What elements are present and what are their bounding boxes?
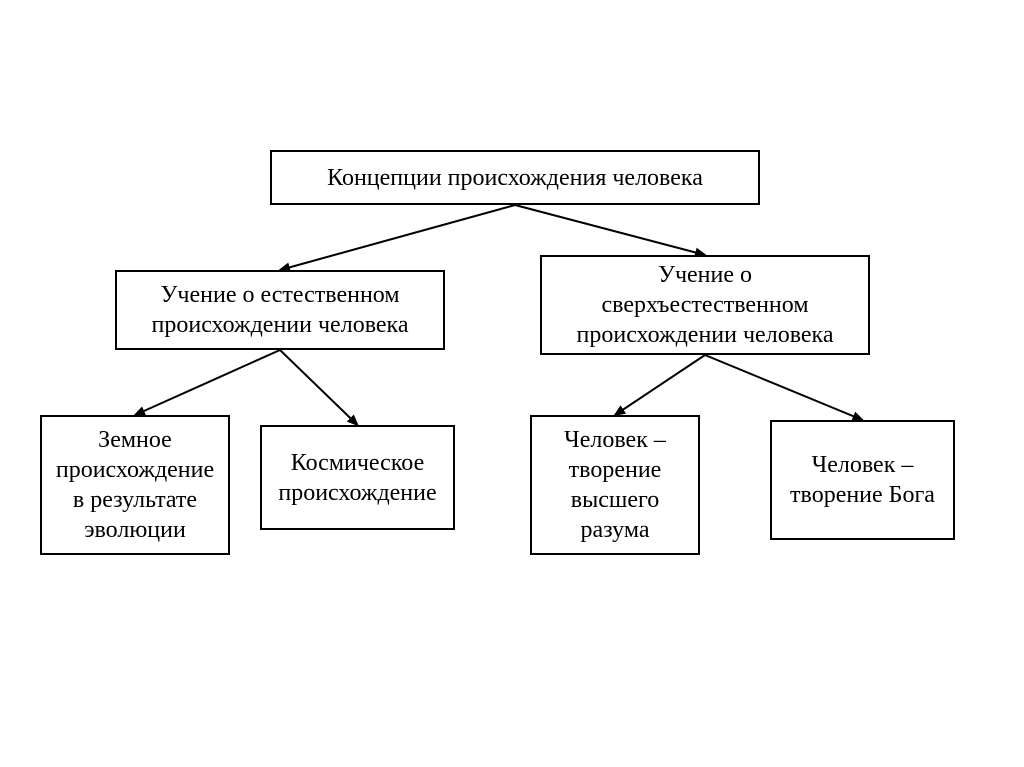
- node-label: Космическое происхождение: [272, 448, 443, 508]
- node-label: Учение о естественном происхождении чело…: [127, 280, 433, 340]
- node-space: Космическое происхождение: [260, 425, 455, 530]
- edge-sup-mind: [615, 355, 705, 415]
- node-nat: Учение о естественном происхождении чело…: [115, 270, 445, 350]
- node-god: Человек – творение Бога: [770, 420, 955, 540]
- edge-nat-space: [280, 350, 358, 425]
- edge-sup-god: [705, 355, 863, 420]
- node-label: Концепции происхождения человека: [327, 163, 703, 193]
- edge-nat-earth: [135, 350, 280, 415]
- node-mind: Человек – творение высшего разума: [530, 415, 700, 555]
- node-label: Учение о сверхъестественном происхождени…: [552, 260, 858, 350]
- node-label: Человек – творение высшего разума: [542, 425, 688, 545]
- node-earth: Земное происхождение в результате эволюц…: [40, 415, 230, 555]
- node-label: Земное происхождение в результате эволюц…: [52, 425, 218, 545]
- node-label: Человек – творение Бога: [782, 450, 943, 510]
- diagram-edges: [0, 0, 1024, 767]
- node-root: Концепции происхождения человека: [270, 150, 760, 205]
- node-sup: Учение о сверхъестественном происхождени…: [540, 255, 870, 355]
- edge-root-nat: [280, 205, 515, 270]
- edge-root-sup: [515, 205, 705, 255]
